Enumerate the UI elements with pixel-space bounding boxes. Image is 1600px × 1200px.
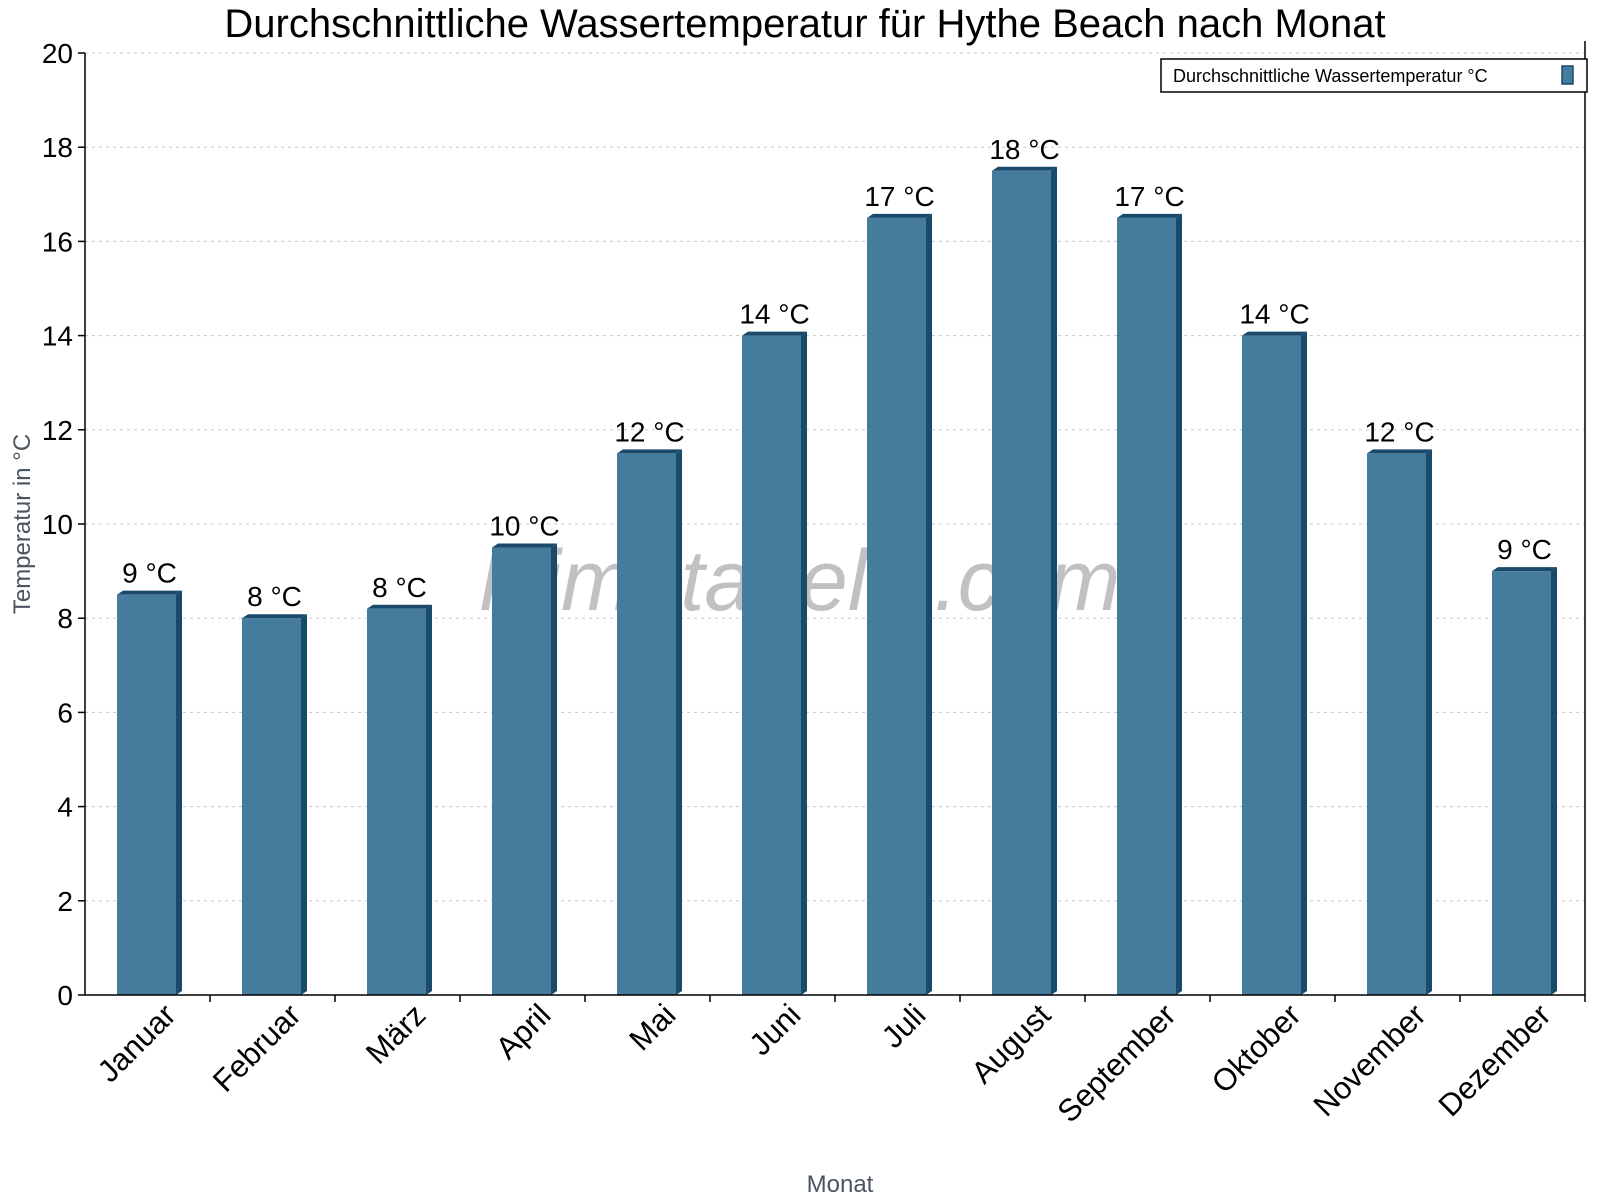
y-tick-label: 20	[42, 38, 73, 69]
bar-side	[551, 543, 557, 995]
y-tick-label: 12	[42, 415, 73, 446]
x-tick-label: April	[489, 997, 558, 1066]
bar	[367, 608, 426, 995]
y-axis-label: Temperatur in °C	[9, 434, 36, 614]
bar	[617, 453, 676, 996]
y-tick-label: 14	[42, 321, 73, 352]
bar	[1492, 571, 1551, 995]
bar-side	[426, 604, 432, 995]
bar	[867, 217, 926, 996]
bar-top	[867, 213, 932, 218]
bar-side	[801, 331, 807, 996]
x-tick-label: Dezember	[1432, 997, 1558, 1123]
x-tick-label: Januar	[91, 997, 183, 1089]
x-tick-label: März	[359, 997, 432, 1070]
data-label: 8 °C	[247, 581, 302, 612]
x-tick-label: August	[964, 997, 1057, 1090]
bar	[492, 547, 551, 995]
bar	[1117, 217, 1176, 996]
bar-top	[1367, 449, 1432, 454]
data-label: 9 °C	[122, 558, 177, 589]
x-tick-label: Juni	[742, 997, 807, 1062]
bar-side	[301, 614, 307, 995]
y-tick-label: 2	[57, 886, 73, 917]
data-label: 12 °C	[1364, 416, 1434, 447]
x-tick-label: Februar	[206, 997, 308, 1099]
data-label: 18 °C	[989, 134, 1059, 165]
data-label: 10 °C	[489, 511, 559, 542]
data-label: 14 °C	[1239, 299, 1309, 330]
gridlines	[85, 52, 1585, 902]
bars: 9 °C 8 °C 8 °C 10 °C 12 °C 14 °C 17 °C 18 °C 17 …	[117, 134, 1557, 996]
bar-top	[992, 166, 1057, 171]
bar-top	[1117, 213, 1182, 218]
bar-top	[1242, 331, 1307, 336]
data-label: 14 °C	[739, 299, 809, 330]
bar-top	[1492, 567, 1557, 572]
y-tick-label: 18	[42, 132, 73, 163]
data-label: 17 °C	[864, 181, 934, 212]
bar	[742, 335, 801, 996]
bar-top	[117, 590, 182, 595]
y-tick-label: 6	[57, 697, 73, 728]
bar-side	[926, 213, 932, 996]
bar-top	[367, 604, 432, 609]
bar-top	[742, 331, 807, 336]
x-tick-label: September	[1050, 997, 1182, 1129]
y-tick-label: 0	[57, 980, 73, 1011]
legend: Durchschnittliche Wassertemperatur °C	[1160, 58, 1588, 93]
data-label: 8 °C	[372, 572, 427, 603]
bar-side	[1051, 166, 1057, 995]
y-tick-label: 16	[42, 226, 73, 257]
bar-side	[1176, 213, 1182, 996]
bar-top	[492, 543, 557, 548]
bar-top	[617, 449, 682, 454]
y-tick-label: 10	[42, 509, 73, 540]
y-tick-label: 4	[57, 792, 73, 823]
bar-side	[676, 449, 682, 996]
x-tick-label: Oktober	[1205, 997, 1308, 1100]
bar	[1367, 453, 1426, 996]
data-label: 9 °C	[1497, 534, 1552, 565]
bar-top	[242, 614, 307, 619]
x-tick-label: Juli	[875, 997, 933, 1055]
legend-label: Durchschnittliche Wassertemperatur °C	[1173, 66, 1488, 86]
bar-side	[1551, 567, 1557, 995]
data-label: 12 °C	[614, 416, 684, 447]
bar	[1242, 335, 1301, 996]
x-axis-label: Monat	[807, 1171, 874, 1198]
x-tick-label: Mai	[622, 997, 682, 1057]
chart-title: Durchschnittliche Wassertemperatur für H…	[224, 2, 1385, 46]
y-tick-label: 8	[57, 603, 73, 634]
bar	[117, 594, 176, 995]
bar-side	[1426, 449, 1432, 996]
bar-side	[1301, 331, 1307, 996]
bar	[992, 170, 1051, 995]
x-tick-label: November	[1307, 997, 1433, 1123]
bar-side	[176, 590, 182, 995]
legend-box	[1160, 58, 1588, 93]
data-label: 17 °C	[1114, 181, 1184, 212]
legend-swatch	[1561, 65, 1574, 85]
bar	[242, 618, 301, 995]
